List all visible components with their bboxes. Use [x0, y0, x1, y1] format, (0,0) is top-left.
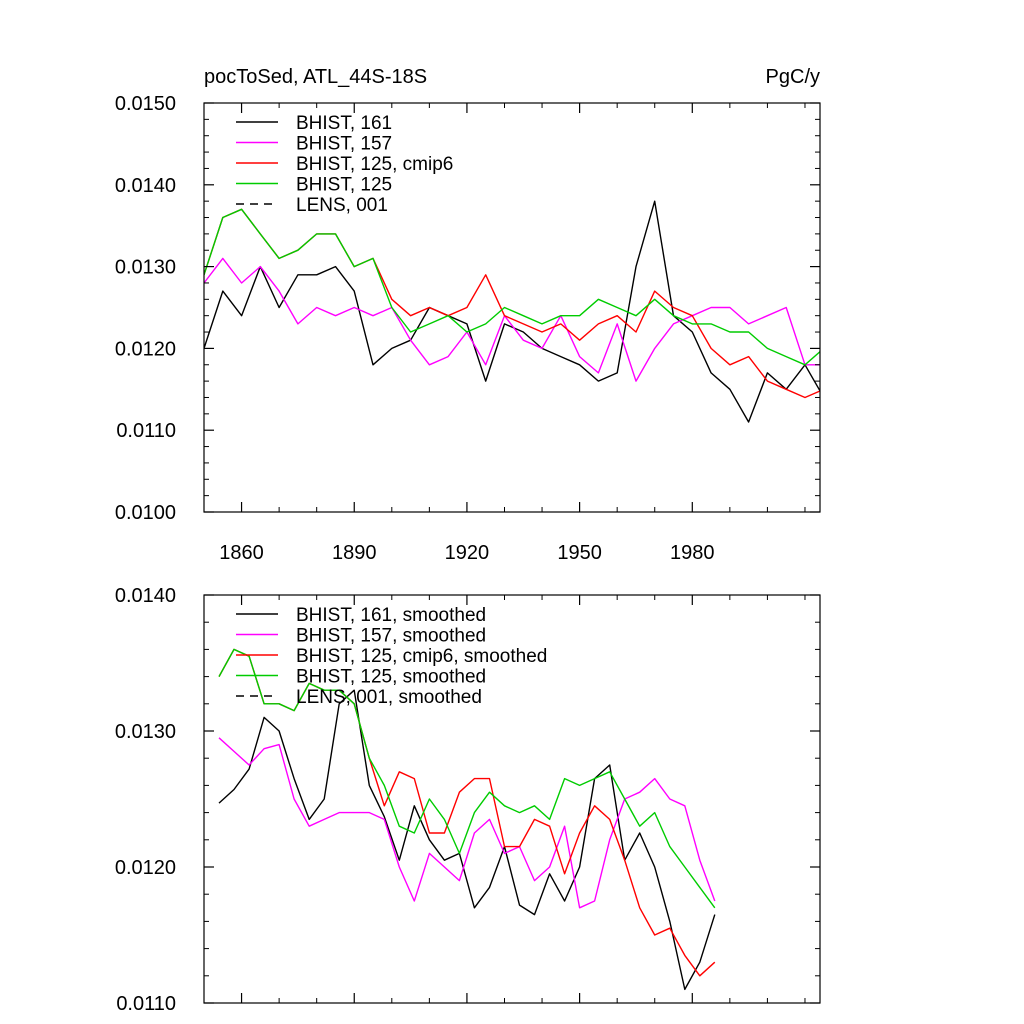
x-tick-label: 1920: [445, 542, 490, 564]
legend-label-3: BHIST, 125, cmip6, smoothed: [296, 646, 547, 667]
x-tick-label: 1890: [332, 542, 377, 564]
series-group: [204, 200, 820, 423]
legend-label-2: BHIST, 157, smoothed: [296, 626, 486, 647]
legend-label-5: LENS, 001, smoothed: [296, 687, 482, 708]
series-line-3: [204, 208, 820, 399]
y-tick-label: 0.0150: [115, 93, 176, 115]
legend-label-4: BHIST, 125: [296, 175, 392, 196]
series-line-4: [204, 208, 820, 366]
panel1-title: pocToSed, ATL_44S-18S: [204, 66, 427, 88]
series-line-4: [218, 648, 716, 909]
y-tick-label: 0.0120: [115, 857, 176, 879]
y-tick-label: 0.0130: [115, 257, 176, 279]
plot-frame: [203, 102, 821, 513]
series-line-2: [218, 737, 716, 909]
panel1-units: PgC/y: [766, 66, 820, 88]
legend-label-3: BHIST, 125, cmip6: [296, 154, 453, 175]
legend-label-2: BHIST, 157: [296, 134, 392, 155]
series-line-1: [218, 689, 716, 991]
y-tick-label: 0.0140: [115, 175, 176, 197]
x-tick-label: 1980: [670, 542, 715, 564]
x-tick-label: 1950: [557, 542, 602, 564]
y-tick-label: 0.0120: [115, 338, 176, 360]
y-tick-label: 0.0140: [115, 585, 176, 607]
series-line-2: [204, 257, 820, 382]
y-tick-label: 0.0130: [115, 721, 176, 743]
x-tick-label: 1860: [219, 542, 264, 564]
legend-label-1: BHIST, 161: [296, 113, 392, 134]
y-tick-label: 0.0110: [116, 420, 176, 442]
y-tick-label: 0.0110: [116, 993, 176, 1015]
legend-label-5: LENS, 001: [296, 195, 388, 216]
y-tick-label: 0.0100: [115, 502, 176, 524]
series-group: [218, 648, 716, 991]
legend-label-1: BHIST, 161, smoothed: [296, 605, 486, 626]
legend-label-4: BHIST, 125, smoothed: [296, 667, 486, 688]
plot-frame: [203, 594, 821, 1004]
panel2-plot: 0.0110 0.0120 0.0130 0.0140 BHIST, 161, smoo…: [115, 585, 821, 1015]
panel1-plot: 0.0100 0.0110 0.0120 0.0130 0.0140 0.0150 1860…: [115, 93, 821, 564]
